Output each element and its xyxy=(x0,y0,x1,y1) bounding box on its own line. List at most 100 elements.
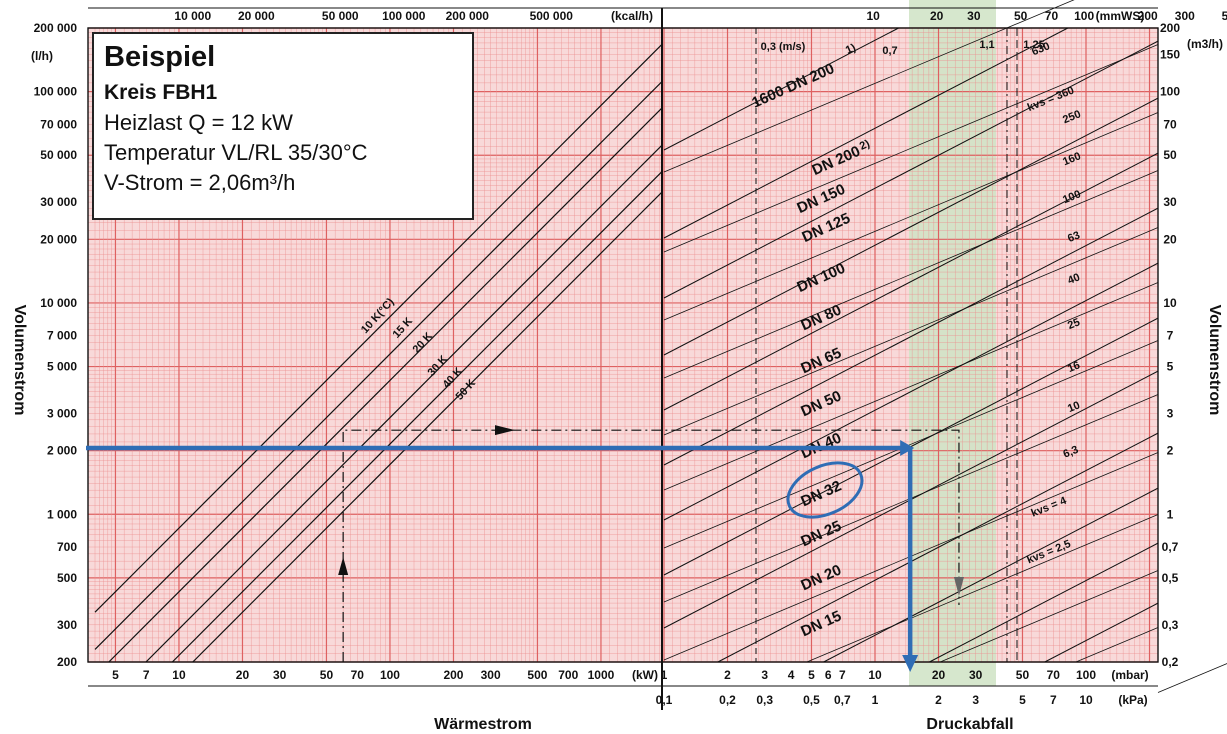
right-tick-label: 30 xyxy=(1163,195,1177,209)
right-unit-label: (m3/h) xyxy=(1187,37,1223,51)
kvs-label: 6,3 xyxy=(1062,444,1081,461)
dashed-arrow-right xyxy=(495,425,515,436)
mbar-tick-label: 7 xyxy=(839,668,846,682)
kcal-tick-label: 100 000 xyxy=(382,9,426,23)
kvs-line xyxy=(663,227,1159,436)
velocity-label: 1,1 xyxy=(979,39,994,51)
kvs-line xyxy=(806,514,1159,663)
kvs-line xyxy=(1075,627,1159,663)
pipe-line xyxy=(929,542,1159,663)
pipe-line xyxy=(823,487,1159,663)
kvs-label: 25 xyxy=(1066,316,1082,332)
right-tick-label: 0,2 xyxy=(1162,655,1179,669)
kvs-line xyxy=(1157,663,1227,693)
kpa-tick-label: 0,3 xyxy=(756,693,773,707)
mbar-tick-label: 10 xyxy=(868,668,882,682)
left-unit-label: (l/h) xyxy=(31,49,53,63)
pipe-line xyxy=(663,97,1159,356)
kpa-tick-label: 10 xyxy=(1079,693,1093,707)
kw-unit-label: (kW) xyxy=(632,668,658,682)
pipe-line xyxy=(663,27,1069,239)
route-arrow-down xyxy=(902,655,919,672)
kw-tick-label: 10 xyxy=(172,668,186,682)
temperature-line xyxy=(171,171,663,663)
pipe-line xyxy=(663,27,899,151)
left-tick-label: 30 000 xyxy=(40,195,77,209)
dashed-arrow-up xyxy=(338,557,349,575)
kvs-label: 16 xyxy=(1066,359,1082,375)
chart-frame xyxy=(87,7,1159,710)
pipe-line xyxy=(663,152,1159,411)
info-heat-load: Heizlast Q = 12 kW xyxy=(104,110,293,135)
info-volume-flow: V-Strom = 2,06m³/h xyxy=(104,170,296,195)
dn32-highlight-ellipse xyxy=(786,461,864,519)
velocity-label: 0,3 (m/s) xyxy=(761,41,806,53)
mbar-tick-label: 2 xyxy=(724,668,731,682)
temperature-line xyxy=(108,107,663,663)
temperature-line xyxy=(145,144,663,663)
mbar-tick-label: 4 xyxy=(788,668,795,682)
route-arrow-right xyxy=(900,439,915,456)
info-temperature: Temperatur VL/RL 35/30°C xyxy=(104,140,368,165)
mbar-tick-label: 50 xyxy=(1016,668,1030,682)
mmws-tick-label: 200 xyxy=(1138,9,1158,23)
kw-tick-label: 50 xyxy=(320,668,334,682)
mmws-tick-label: 30 xyxy=(967,9,981,23)
mmws-tick-label: 70 xyxy=(1045,9,1059,23)
kcal-tick-label: 50 000 xyxy=(322,9,359,23)
mbar-tick-label: 70 xyxy=(1047,668,1061,682)
velocity-label: 1,25 xyxy=(1023,39,1044,51)
kcal-tick-label: 20 000 xyxy=(238,9,275,23)
mmws-tick-label: 300 xyxy=(1175,9,1195,23)
kcal-tick-label: 200 000 xyxy=(446,9,490,23)
velocity-label: 0,7 xyxy=(882,45,897,57)
example-info-box: Beispiel Kreis FBH1 Heizlast Q = 12 kW T… xyxy=(92,32,474,220)
left-tick-label: 7 000 xyxy=(47,329,77,343)
left-tick-label: 70 000 xyxy=(40,117,77,131)
mmws-tick-label: 500 xyxy=(1222,9,1227,23)
left-tick-label: 2 000 xyxy=(47,444,77,458)
kw-tick-label: 700 xyxy=(558,668,578,682)
kvs-line xyxy=(663,44,1159,253)
left-tick-label: 1 000 xyxy=(47,507,77,521)
kvs-label: 40 xyxy=(1066,271,1082,287)
right-tick-label: 0,3 xyxy=(1162,618,1179,632)
left-tick-label: 20 000 xyxy=(40,232,77,246)
left-tick-label: 3 000 xyxy=(47,406,77,420)
bottom-left-axis-title: Wärmestrom xyxy=(434,716,532,733)
left-tick-label: 10 000 xyxy=(40,296,77,310)
pressure-highlight-band xyxy=(909,0,996,686)
mmws-unit-label: (mmWS) xyxy=(1096,9,1145,23)
left-tick-label: 700 xyxy=(57,540,77,554)
chart-curves xyxy=(94,0,1227,693)
right-tick-label: 200 xyxy=(1160,21,1180,35)
left-tick-label: 200 000 xyxy=(34,21,78,35)
kcal-unit-label: (kcal/h) xyxy=(611,9,653,23)
kpa-tick-label: 7 xyxy=(1050,693,1057,707)
mbar-tick-label: 20 xyxy=(932,668,946,682)
kvs-label: 63 xyxy=(1066,229,1082,245)
kpa-unit-label: (kPa) xyxy=(1118,693,1147,707)
kcal-tick-label: 10 000 xyxy=(174,9,211,23)
kpa-tick-label: 0,2 xyxy=(719,693,736,707)
mbar-tick-label: 30 xyxy=(969,668,983,682)
kvs-label: 10 xyxy=(1066,399,1082,415)
mbar-tick-label: 6 xyxy=(825,668,832,682)
kcal-tick-label: 500 000 xyxy=(530,9,574,23)
kpa-tick-label: 5 xyxy=(1019,693,1026,707)
left-axis-title: Volumenstrom xyxy=(11,305,28,416)
info-subtitle: Kreis FBH1 xyxy=(104,81,218,104)
right-tick-label: 7 xyxy=(1167,329,1174,343)
kw-tick-label: 200 xyxy=(443,668,463,682)
kpa-tick-label: 0,5 xyxy=(803,693,820,707)
right-tick-label: 0,5 xyxy=(1162,571,1179,585)
right-tick-label: 3 xyxy=(1167,406,1174,420)
kw-tick-label: 300 xyxy=(481,668,501,682)
kvs-line xyxy=(940,570,1159,663)
right-tick-label: 2 xyxy=(1167,444,1174,458)
right-tick-label: 0,7 xyxy=(1162,540,1179,554)
plot-border xyxy=(87,27,1159,663)
kpa-tick-label: 0,1 xyxy=(656,693,673,707)
right-tick-label: 100 xyxy=(1160,85,1180,99)
